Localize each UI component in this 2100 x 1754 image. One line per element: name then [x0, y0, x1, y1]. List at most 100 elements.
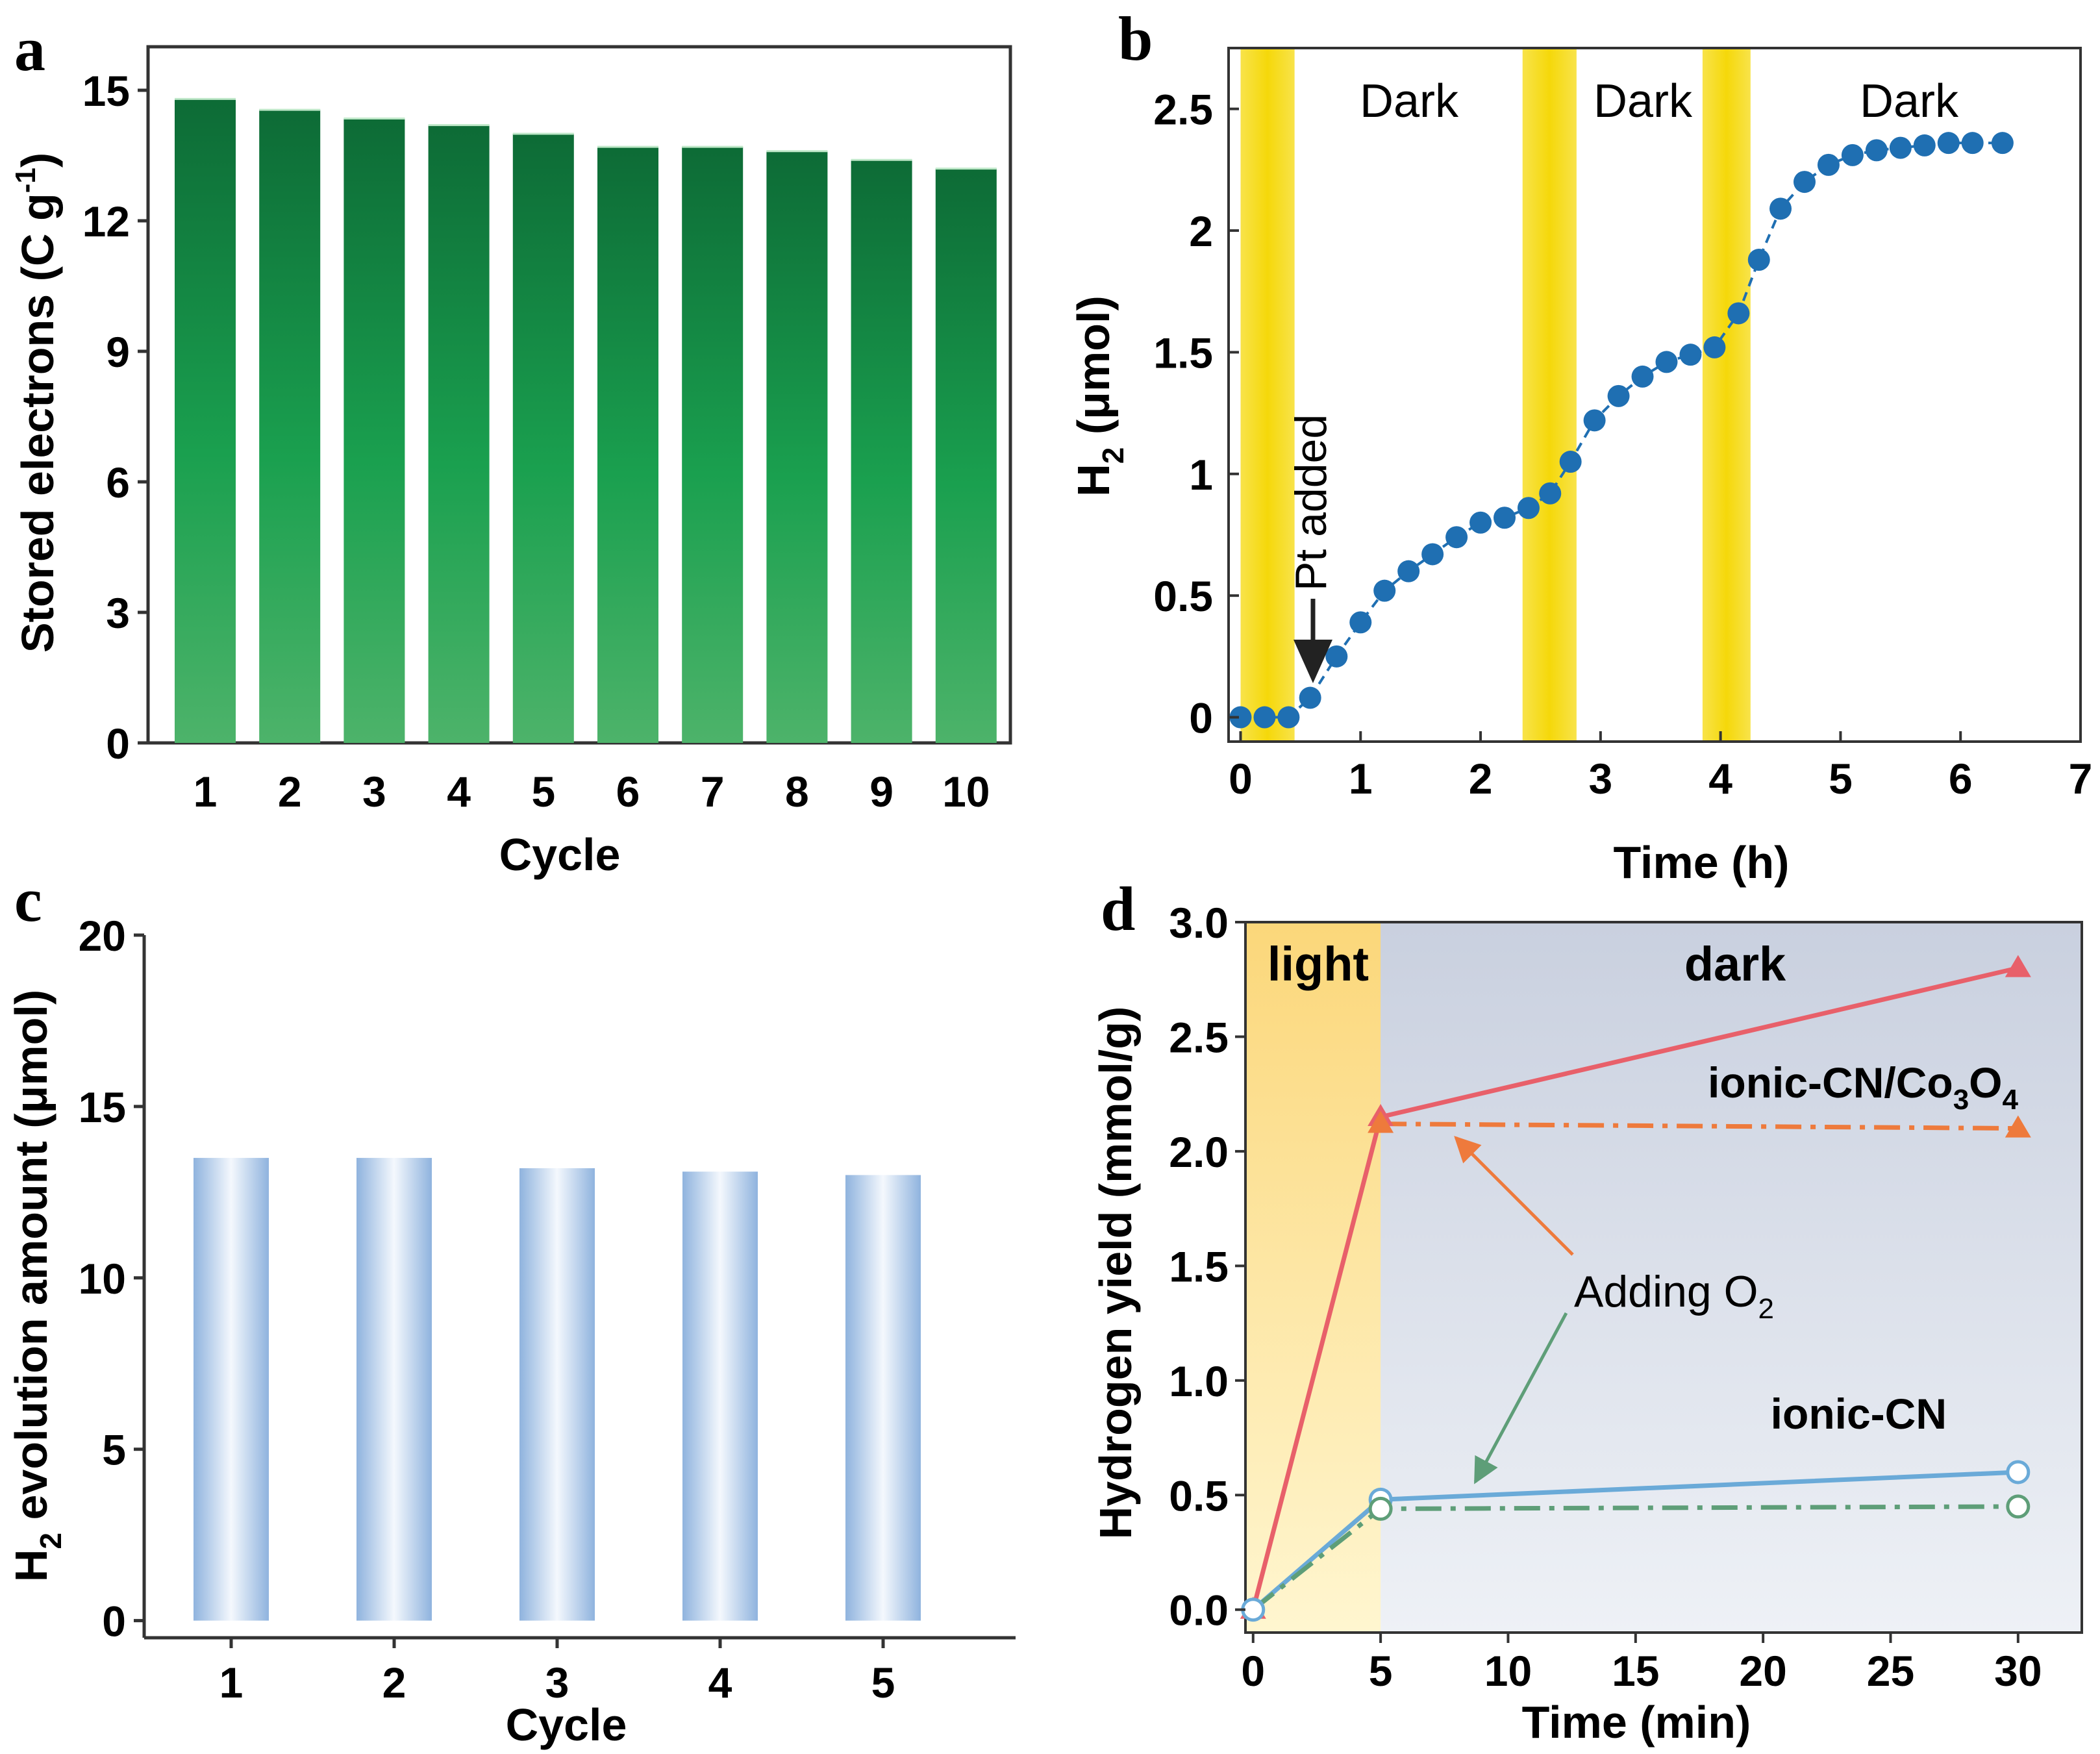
panel-d-xlabel: Time (min)	[1522, 1697, 1751, 1748]
marker-2-0	[1241, 1597, 1266, 1622]
h2-point-12	[1517, 497, 1540, 520]
panel-d-chart: light dark ionic-CN/Co3O4 ionic-CN Addin…	[1090, 899, 2083, 1748]
c-ytick-0: 0	[102, 1597, 126, 1646]
b-xtick-3: 3	[1588, 755, 1612, 803]
bar-c-cycle-3	[519, 1168, 595, 1621]
marker-3-1	[1368, 1496, 1393, 1521]
panel-b-chart: Dark Dark Dark Pt added 0 0.5 1 1.5 2 2.5 0 1 2…	[1068, 47, 2093, 888]
marker-2-2	[2006, 1460, 2031, 1485]
panel-c-chart: 0 5 10 15 20 1 2 3 4 5 Cycle H2 evolution amount…	[6, 912, 1016, 1750]
h2-point-32	[1991, 132, 2014, 155]
a-ytick-3: 3	[106, 589, 130, 637]
adding-o2-arrow-green	[1473, 1312, 1568, 1485]
d-ytick-5: 2.5	[1169, 1013, 1229, 1061]
b-xtick-0: 0	[1229, 755, 1253, 803]
label-ionic-cn: ionic-CN	[1771, 1390, 1947, 1438]
h2-point-0	[1229, 706, 1252, 729]
panel-b-xlabel: Time (h)	[1614, 837, 1790, 888]
b-xtick-5: 5	[1829, 755, 1853, 803]
a-xtick-2: 2	[278, 768, 302, 816]
b-xtick-6: 6	[1949, 755, 1973, 803]
bar-a-cycle-5	[512, 134, 574, 743]
b-xtick-7: 7	[2069, 755, 2093, 803]
h2-point-30	[1937, 132, 1960, 155]
b-ytick-4: 2	[1189, 207, 1213, 255]
panel-label-c: c	[14, 865, 42, 934]
b-ytick-1: 0.5	[1153, 572, 1213, 620]
h2-point-1	[1253, 706, 1276, 729]
h2-point-2	[1277, 706, 1300, 729]
c-ytick-15: 15	[79, 1083, 126, 1131]
bar-a-cycle-4	[428, 125, 490, 744]
label-ionic-cn-co3o4: ionic-CN/Co3O4	[1708, 1059, 2018, 1116]
a-xtick-7: 7	[701, 768, 725, 816]
a-xtick-8: 8	[785, 768, 809, 816]
d-xtick-5: 5	[1369, 1647, 1393, 1695]
h2-point-16	[1607, 384, 1630, 407]
panel-b-frame	[1227, 47, 2082, 743]
bar-a-cycle-1	[175, 99, 236, 743]
panel-d-frame	[1244, 921, 2083, 1634]
d-xtick-0: 0	[1241, 1647, 1265, 1695]
panel-d-ylabel: Hydrogen yield (mmol/g)	[1090, 1007, 1141, 1540]
b-ytick-5: 2.5	[1153, 86, 1213, 134]
h2-point-7	[1397, 560, 1420, 583]
light-band-2	[1522, 48, 1577, 742]
d-xtick-15: 15	[1612, 1647, 1659, 1695]
panel-d-light-region	[1245, 922, 1381, 1633]
panel-label-d: d	[1101, 874, 1135, 944]
h2-point-22	[1747, 249, 1770, 271]
h2-point-25	[1817, 153, 1840, 176]
series-line-1	[1381, 1121, 2018, 1131]
a-ytick-0: 0	[106, 720, 130, 768]
bar-a-cycle-9	[851, 160, 912, 743]
dark-label-1: Dark	[1360, 75, 1459, 127]
h2-point-14	[1559, 451, 1582, 473]
h2-point-3	[1299, 686, 1321, 709]
bar-c-cycle-1	[194, 1158, 269, 1621]
marker-1-1	[2005, 1115, 2031, 1138]
marker-3-2	[2006, 1494, 2031, 1519]
panel-a-xlabel: Cycle	[499, 829, 621, 880]
b-xtick-2: 2	[1469, 755, 1493, 803]
a-ytick-12: 12	[82, 197, 130, 245]
a-xtick-1: 1	[194, 768, 218, 816]
a-xtick-5: 5	[531, 768, 555, 816]
c-xtick-3: 3	[545, 1659, 569, 1707]
a-ytick-6: 6	[106, 458, 130, 507]
a-xtick-9: 9	[869, 768, 894, 816]
light-band-1	[1240, 48, 1295, 742]
h2-point-6	[1373, 579, 1396, 602]
a-xtick-10: 10	[942, 768, 990, 816]
bar-a-cycle-10	[935, 168, 997, 744]
panel-label-b: b	[1118, 4, 1153, 73]
pt-added-arrow	[1294, 599, 1332, 683]
light-band-3	[1702, 48, 1751, 742]
pt-added-annotation: Pt added	[1286, 414, 1336, 591]
h2-point-9	[1445, 526, 1468, 549]
h2-point-10	[1469, 511, 1492, 534]
h2-point-13	[1539, 482, 1562, 505]
h2-point-29	[1913, 134, 1936, 157]
h2-point-8	[1421, 543, 1444, 566]
panel-c-xlabel: Cycle	[506, 1699, 627, 1750]
d-xtick-25: 25	[1867, 1647, 1914, 1695]
d-xtick-20: 20	[1739, 1647, 1786, 1695]
c-xtick-4: 4	[708, 1659, 732, 1707]
h2-point-23	[1769, 197, 1792, 220]
marker-0-2	[2005, 955, 2031, 977]
b-ytick-2: 1	[1189, 451, 1213, 499]
h2-point-28	[1889, 136, 1912, 159]
a-xtick-4: 4	[447, 768, 471, 816]
bar-c-cycle-4	[682, 1171, 758, 1621]
d-xtick-10: 10	[1484, 1647, 1532, 1695]
c-xtick-2: 2	[382, 1659, 406, 1707]
b-ytick-0: 0	[1189, 694, 1213, 742]
d-ytick-4: 2.0	[1169, 1128, 1229, 1176]
h2-point-18	[1655, 351, 1678, 373]
d-ytick-2: 1.0	[1169, 1357, 1229, 1405]
h2-point-5	[1349, 611, 1372, 634]
c-ytick-10: 10	[79, 1255, 126, 1303]
h2-point-21	[1727, 302, 1750, 325]
